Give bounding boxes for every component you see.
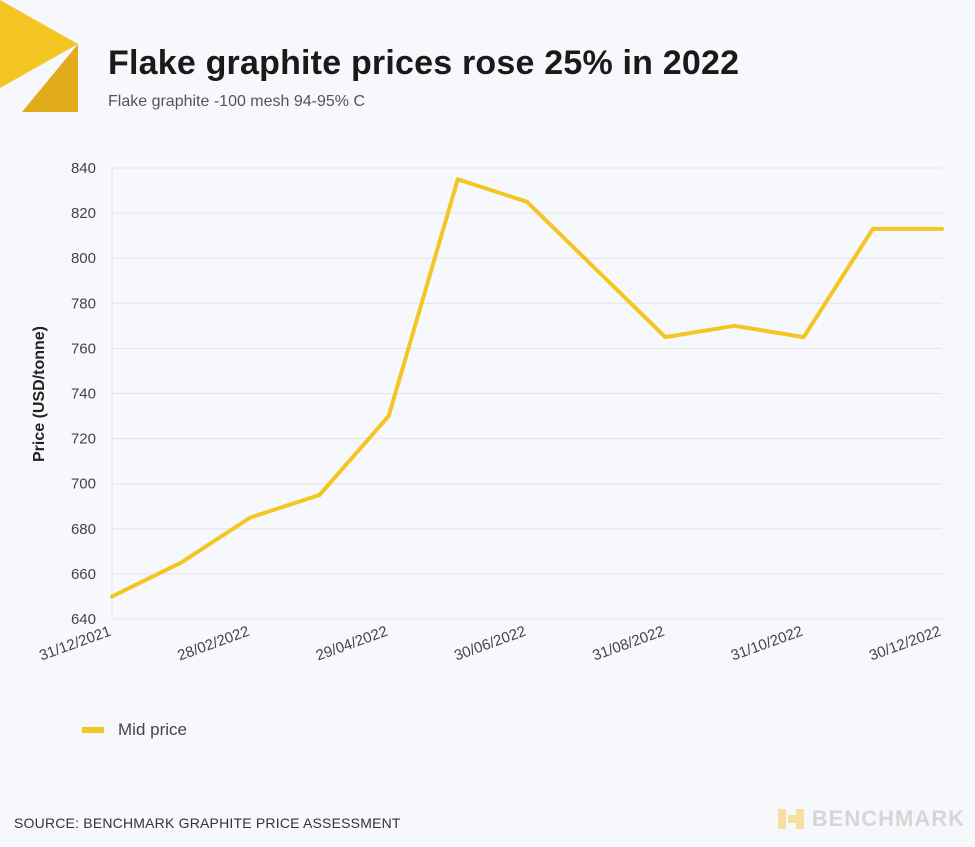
data-point	[802, 335, 806, 339]
legend-swatch-mid-price	[82, 727, 104, 733]
brand-logo: BENCHMARK	[776, 806, 965, 832]
data-point	[525, 200, 529, 204]
benchmark-logo-icon	[777, 809, 804, 829]
y-tick-label: 700	[71, 476, 96, 493]
y-tick-label: 840	[71, 160, 96, 177]
data-point	[387, 414, 391, 418]
x-tick-label: 31/10/2022	[729, 623, 805, 665]
y-tick-label: 720	[71, 431, 96, 448]
chart-title: Flake graphite prices rose 25% in 2022	[108, 44, 740, 82]
x-tick-label: 28/02/2022	[175, 623, 251, 665]
data-point	[733, 324, 737, 328]
y-axis-title: Price (USD/tonne)	[31, 326, 48, 462]
chart-subtitle: Flake graphite -100 mesh 94-95% C	[108, 93, 366, 110]
data-point	[871, 227, 875, 231]
brand-name: BENCHMARK	[811, 806, 965, 831]
data-point	[248, 516, 252, 520]
x-tick-label: 31/08/2022	[590, 623, 666, 665]
y-tick-label: 800	[71, 250, 96, 267]
corner-logo	[0, 0, 78, 112]
legend: Mid price	[82, 720, 187, 740]
y-axis: 640 660 680 700 720 740 760 780 800 820 840	[71, 160, 96, 628]
data-point	[663, 335, 667, 339]
series-line-mid-price	[110, 177, 944, 599]
x-axis: 31/12/2021 28/02/2022 29/04/2022 30/06/2022…	[37, 623, 943, 665]
data-point	[110, 594, 114, 598]
logo-triangle-light	[0, 0, 78, 88]
x-tick-label: 30/12/2022	[867, 623, 943, 665]
data-point	[940, 227, 944, 231]
logo-triangle-dark	[22, 44, 78, 112]
data-point	[179, 561, 183, 565]
y-tick-label: 780	[71, 295, 96, 312]
y-tick-label: 680	[71, 521, 96, 538]
data-point	[456, 177, 460, 181]
y-tick-label: 640	[71, 611, 96, 628]
y-tick-label: 740	[71, 386, 96, 403]
x-tick-label: 29/04/2022	[314, 623, 390, 665]
y-tick-label: 820	[71, 205, 96, 222]
legend-label-mid-price: Mid price	[118, 720, 187, 739]
x-tick-label: 31/12/2021	[37, 623, 113, 665]
data-point	[318, 493, 322, 497]
series-layer	[110, 177, 944, 599]
data-point	[594, 267, 598, 271]
x-tick-label: 30/06/2022	[452, 623, 528, 665]
y-tick-label: 760	[71, 340, 96, 357]
grid-lines	[111, 167, 942, 620]
source-note: SOURCE: BENCHMARK GRAPHITE PRICE ASSESSM…	[14, 815, 401, 831]
y-tick-label: 660	[71, 566, 96, 583]
